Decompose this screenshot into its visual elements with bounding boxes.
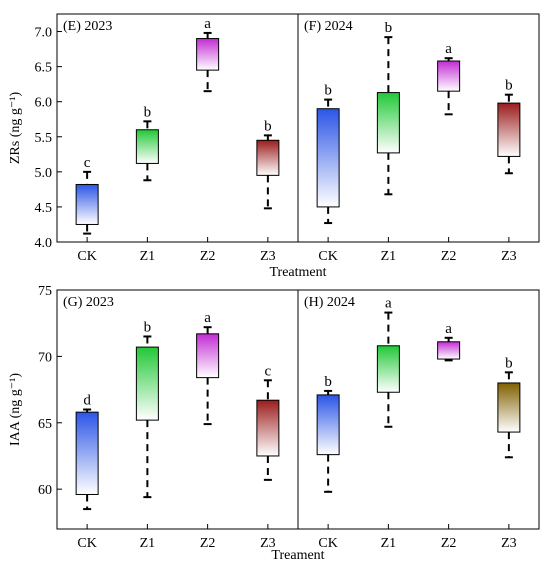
x-axis-label: Treament: [271, 548, 324, 563]
significance-letter: b: [264, 118, 272, 134]
box: [437, 60, 461, 92]
panel-label: (E) 2023: [63, 19, 112, 34]
significance-letter: b: [144, 104, 152, 120]
box: [437, 341, 461, 360]
significance-letter: d: [83, 393, 91, 409]
significance-letter: b: [505, 78, 513, 94]
y-tick-label: 6.5: [35, 61, 53, 76]
y-tick-label: 4.0: [35, 236, 53, 251]
y-tick-label: 4.5: [35, 201, 53, 216]
box: [196, 333, 220, 379]
x-tick-label: Z2: [441, 536, 457, 551]
y-tick-label: 65: [38, 417, 52, 432]
x-tick-label: Z2: [200, 249, 216, 264]
box: [75, 411, 99, 495]
panel-label: (G) 2023: [63, 295, 114, 310]
x-axis-label: Treatment: [269, 265, 326, 280]
significance-letter: a: [204, 310, 211, 326]
y-tick-label: 7.0: [35, 26, 53, 41]
y-axis-label: IAA (ng g⁻¹): [8, 373, 23, 446]
x-tick-label: Z3: [501, 249, 517, 264]
significance-letter: c: [84, 155, 91, 171]
box: [376, 345, 400, 393]
box: [497, 382, 521, 433]
y-tick-label: 75: [38, 284, 52, 299]
box: [135, 346, 159, 421]
x-tick-label: Z3: [260, 536, 276, 551]
significance-letter: c: [265, 363, 272, 379]
x-tick-label: Z2: [200, 536, 216, 551]
significance-letter: a: [445, 321, 452, 337]
x-tick-label: Z1: [140, 536, 156, 551]
box: [316, 108, 340, 208]
x-tick-label: Z1: [381, 249, 397, 264]
x-tick-label: CK: [318, 249, 337, 264]
plot-frame: [297, 289, 540, 530]
x-tick-label: CK: [77, 536, 96, 551]
significance-letter: a: [445, 41, 452, 57]
y-tick-label: 60: [38, 483, 52, 498]
significance-letter: b: [385, 20, 393, 36]
significance-letter: b: [144, 319, 152, 335]
x-tick-label: Z1: [381, 536, 397, 551]
box: [256, 139, 280, 176]
panel-label: (H) 2024: [304, 295, 355, 310]
x-tick-label: Z2: [441, 249, 457, 264]
plot-frame: [297, 13, 540, 243]
box: [497, 102, 521, 157]
box: [376, 92, 400, 154]
x-tick-label: Z3: [501, 536, 517, 551]
x-tick-label: Z3: [260, 249, 276, 264]
y-tick-label: 5.5: [35, 131, 53, 146]
significance-letter: b: [505, 355, 513, 371]
x-tick-label: Z1: [140, 249, 156, 264]
significance-letter: a: [385, 296, 392, 312]
box: [196, 38, 220, 71]
y-tick-label: 6.0: [35, 96, 53, 111]
y-tick-label: 5.0: [35, 166, 53, 181]
box: [135, 129, 159, 164]
x-tick-label: CK: [77, 249, 96, 264]
box: [316, 394, 340, 456]
significance-letter: a: [204, 16, 211, 32]
box: [75, 183, 99, 225]
panel-label: (F) 2024: [304, 19, 353, 34]
x-tick-label: CK: [318, 536, 337, 551]
significance-letter: b: [324, 83, 332, 99]
y-tick-label: 70: [38, 350, 52, 365]
box: [256, 399, 280, 457]
significance-letter: b: [324, 374, 332, 390]
y-axis-label: ZRs (ng g⁻¹): [8, 92, 23, 165]
